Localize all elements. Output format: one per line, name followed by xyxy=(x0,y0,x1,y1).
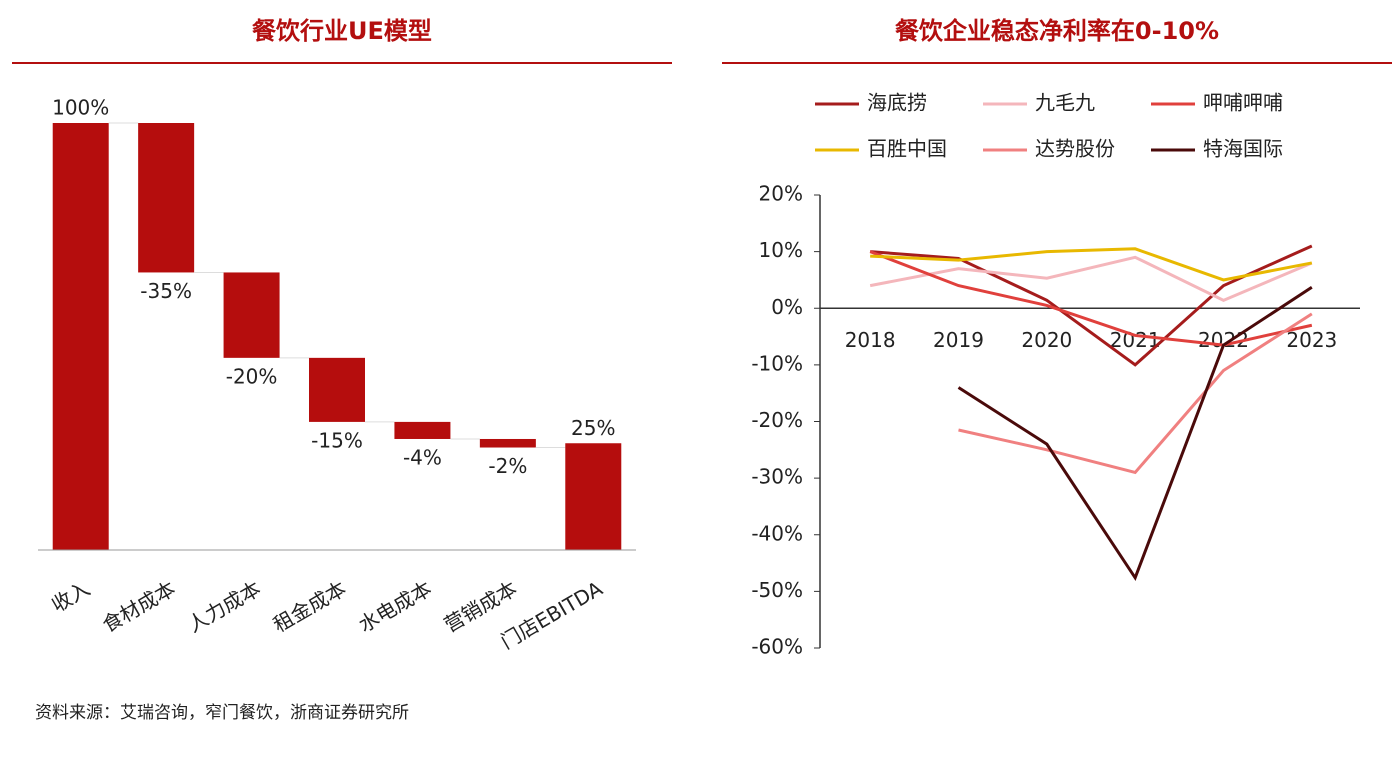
y-tick-label: 10% xyxy=(759,238,803,262)
y-tick-label: -60% xyxy=(751,635,803,659)
series-line xyxy=(870,247,1313,282)
value-label: -35% xyxy=(140,279,192,303)
chart-title: 餐饮行业UE模型 xyxy=(252,17,432,45)
x-tick-label: 食材成本 xyxy=(98,576,179,637)
x-tick-label: 水电成本 xyxy=(354,576,435,637)
value-label: -15% xyxy=(311,428,363,452)
y-tick-label: 0% xyxy=(771,295,803,319)
x-tick-label: 2019 xyxy=(933,328,984,352)
bar xyxy=(565,443,622,550)
x-tick-label: 2023 xyxy=(1286,328,1337,352)
x-tick-label: 2018 xyxy=(845,328,896,352)
y-tick-label: -20% xyxy=(751,408,803,432)
y-tick-label: -40% xyxy=(751,521,803,545)
bar xyxy=(394,421,451,439)
series-line xyxy=(869,250,1313,347)
value-label: 25% xyxy=(571,416,615,440)
legend-label: 特海国际 xyxy=(1203,137,1283,161)
bar xyxy=(223,272,280,358)
y-tick-label: -50% xyxy=(751,578,803,602)
x-tick-label: 收入 xyxy=(47,576,94,617)
series-line xyxy=(870,244,1313,367)
x-tick-label: 人力成本 xyxy=(184,576,265,637)
chart-title: 餐饮企业稳态净利率在0-10% xyxy=(895,17,1219,45)
series-line xyxy=(869,255,1313,302)
value-label: 100% xyxy=(52,96,109,120)
y-tick-label: -30% xyxy=(751,465,803,489)
legend-label: 九毛九 xyxy=(1035,91,1095,115)
legend-label: 达势股份 xyxy=(1035,137,1115,161)
value-label: -4% xyxy=(403,445,442,469)
value-label: -20% xyxy=(226,364,278,388)
y-tick-label: -10% xyxy=(751,351,803,375)
series-line xyxy=(958,312,1313,475)
bar xyxy=(309,357,365,422)
x-tick-label: 2020 xyxy=(1021,328,1072,352)
legend-label: 海底捞 xyxy=(867,91,927,115)
x-tick-label: 租金成本 xyxy=(269,576,350,637)
bar xyxy=(52,123,109,550)
bar xyxy=(479,438,536,448)
series-line xyxy=(957,286,1313,582)
value-label: -2% xyxy=(488,454,527,478)
source-note: 资料来源：艾瑞咨询，窄门餐饮，浙商证券研究所 xyxy=(35,703,409,723)
legend-label: 百胜中国 xyxy=(867,137,947,161)
legend-label: 呷哺呷哺 xyxy=(1203,91,1283,115)
bar xyxy=(138,123,195,273)
y-tick-label: 20% xyxy=(759,182,803,206)
